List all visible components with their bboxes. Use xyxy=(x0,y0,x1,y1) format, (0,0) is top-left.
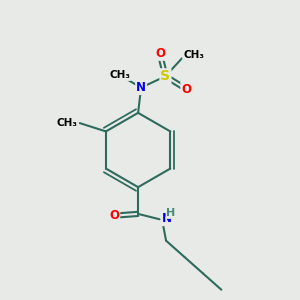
Text: S: S xyxy=(160,69,170,83)
Text: O: O xyxy=(181,82,191,96)
Text: CH₃: CH₃ xyxy=(183,50,204,61)
Text: H: H xyxy=(166,208,176,218)
Text: CH₃: CH₃ xyxy=(109,70,130,80)
Text: O: O xyxy=(109,209,119,222)
Text: CH₃: CH₃ xyxy=(56,118,77,128)
Text: N: N xyxy=(136,81,146,94)
Text: O: O xyxy=(155,47,165,60)
Text: N: N xyxy=(162,212,172,225)
